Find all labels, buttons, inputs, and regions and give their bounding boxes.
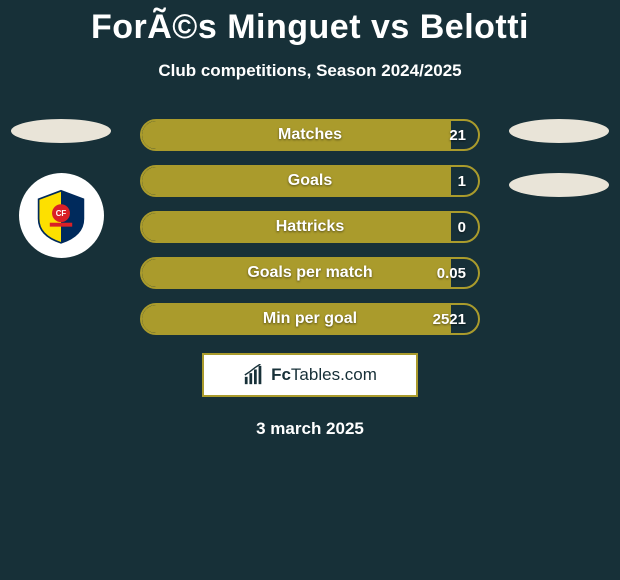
stat-row: Goals1 <box>140 165 480 197</box>
player-left-token <box>11 119 111 143</box>
player-right-column <box>504 119 614 197</box>
player-right-token <box>509 119 609 143</box>
stat-label: Min per goal <box>142 305 478 333</box>
stat-row: Matches21 <box>140 119 480 151</box>
stat-row: Hattricks0 <box>140 211 480 243</box>
stat-row: Min per goal2521 <box>140 303 480 335</box>
stat-label: Goals per match <box>142 259 478 287</box>
svg-text:CF: CF <box>56 209 67 218</box>
club-badge-left: CF <box>19 173 104 258</box>
brand-prefix: Fc <box>271 365 291 384</box>
stats-list: Matches21 Goals1 Hattricks0 Goals per match… <box>140 119 480 335</box>
subtitle: Club competitions, Season 2024/2025 <box>0 61 620 81</box>
player-right-token-2 <box>509 173 609 197</box>
bar-chart-icon <box>243 364 265 386</box>
date-label: 3 march 2025 <box>0 419 620 439</box>
stat-label: Goals <box>142 167 478 195</box>
stat-value: 2521 <box>433 305 466 333</box>
stat-value: 0.05 <box>437 259 466 287</box>
brand-box[interactable]: FcTables.com <box>202 353 418 397</box>
stat-row: Goals per match0.05 <box>140 257 480 289</box>
club-crest-icon: CF <box>33 188 89 244</box>
stat-value: 0 <box>458 213 466 241</box>
brand-label: FcTables.com <box>271 365 377 385</box>
stat-value: 1 <box>458 167 466 195</box>
stat-value: 21 <box>449 121 466 149</box>
stat-label: Matches <box>142 121 478 149</box>
comparison-content: CF Matches21 Goals1 Hattricks0 Goals per ma… <box>0 119 620 439</box>
stat-label: Hattricks <box>142 213 478 241</box>
player-left-column: CF <box>6 119 116 258</box>
brand-suffix: Tables.com <box>291 365 377 384</box>
page-title: ForÃ©s Minguet vs Belotti <box>0 0 620 47</box>
